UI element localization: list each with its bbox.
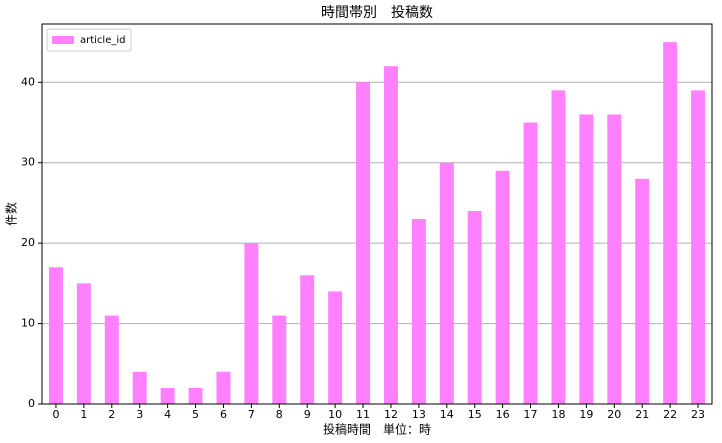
x-tick-label: 6 bbox=[220, 408, 227, 421]
bar bbox=[383, 66, 398, 404]
x-tick-label: 19 bbox=[579, 408, 593, 421]
x-tick-label: 14 bbox=[440, 408, 454, 421]
bar bbox=[216, 371, 231, 404]
legend-swatch bbox=[52, 36, 74, 44]
x-tick-label: 11 bbox=[356, 408, 370, 421]
y-tick-label: 40 bbox=[21, 75, 35, 88]
bar bbox=[607, 114, 622, 404]
x-tick-label: 5 bbox=[192, 408, 199, 421]
bar bbox=[132, 371, 147, 404]
y-tick-label: 20 bbox=[21, 236, 35, 249]
x-axis-label: 投稿時間 単位：時 bbox=[323, 422, 431, 437]
x-tick-label: 8 bbox=[276, 408, 283, 421]
bar bbox=[551, 90, 566, 404]
x-tick-label: 4 bbox=[164, 408, 171, 421]
legend-box bbox=[46, 28, 132, 52]
x-tick-label: 23 bbox=[691, 408, 705, 421]
bar bbox=[467, 210, 482, 404]
bar bbox=[48, 267, 63, 404]
bar bbox=[76, 283, 91, 404]
bar bbox=[663, 42, 678, 404]
plot-frame bbox=[41, 23, 713, 405]
bar bbox=[635, 178, 650, 404]
y-axis-label: 件数 bbox=[4, 202, 19, 226]
bar bbox=[523, 122, 538, 404]
x-tick-label: 15 bbox=[468, 408, 482, 421]
bar bbox=[300, 275, 315, 404]
x-tick-label: 18 bbox=[551, 408, 565, 421]
bar bbox=[579, 114, 594, 404]
legend: article_id bbox=[46, 28, 132, 52]
bar bbox=[691, 90, 706, 404]
bar bbox=[244, 243, 259, 404]
x-tick-label: 7 bbox=[248, 408, 255, 421]
bar bbox=[439, 162, 454, 404]
x-tick-label: 3 bbox=[136, 408, 143, 421]
bar bbox=[411, 219, 426, 404]
legend-label: article_id bbox=[80, 35, 126, 46]
x-tick-label: 16 bbox=[496, 408, 510, 421]
bar bbox=[188, 387, 203, 404]
x-tick-label: 22 bbox=[663, 408, 677, 421]
bar bbox=[495, 170, 510, 404]
x-tick-label: 12 bbox=[384, 408, 398, 421]
bar bbox=[328, 291, 343, 404]
x-tick-label: 2 bbox=[108, 408, 115, 421]
y-tick-label: 30 bbox=[21, 156, 35, 169]
x-tick-label: 20 bbox=[607, 408, 621, 421]
y-tick-label: 10 bbox=[21, 317, 35, 330]
x-tick-label: 1 bbox=[80, 408, 87, 421]
y-tick-label: 0 bbox=[28, 397, 35, 410]
bar bbox=[104, 315, 119, 404]
x-tick-label: 9 bbox=[304, 408, 311, 421]
x-tick-label: 0 bbox=[52, 408, 59, 421]
x-tick-label: 21 bbox=[635, 408, 649, 421]
x-tick-label: 13 bbox=[412, 408, 426, 421]
x-tick-label: 17 bbox=[524, 408, 538, 421]
bar bbox=[356, 82, 371, 404]
x-tick-label: 10 bbox=[328, 408, 342, 421]
bar bbox=[160, 387, 175, 404]
chart-title: 時間帯別 投稿数 bbox=[321, 5, 433, 21]
bar bbox=[272, 315, 287, 404]
